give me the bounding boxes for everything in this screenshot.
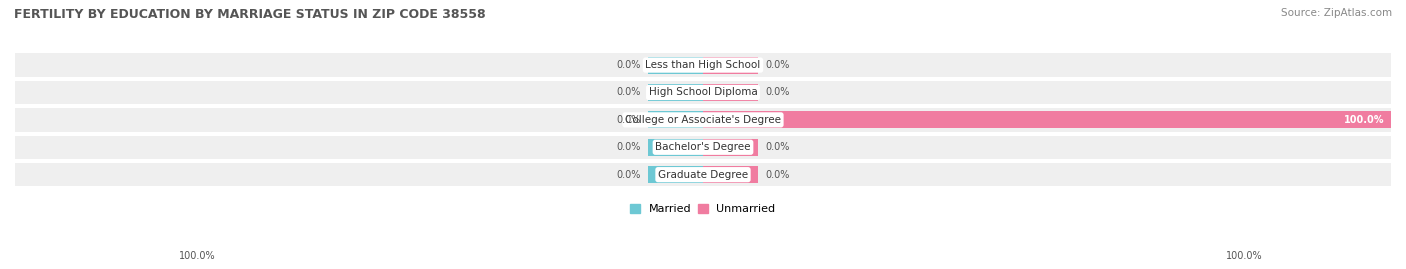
Text: Less than High School: Less than High School: [645, 60, 761, 70]
Text: 0.0%: 0.0%: [765, 170, 789, 180]
Bar: [648, 139, 703, 156]
Text: Source: ZipAtlas.com: Source: ZipAtlas.com: [1281, 8, 1392, 18]
Bar: [648, 56, 703, 74]
Text: 0.0%: 0.0%: [765, 142, 789, 152]
Bar: [703, 84, 758, 101]
Text: 100.0%: 100.0%: [1226, 251, 1263, 261]
Text: 100.0%: 100.0%: [179, 251, 215, 261]
Text: High School Diploma: High School Diploma: [648, 87, 758, 97]
Bar: [703, 166, 758, 183]
Bar: [648, 84, 703, 101]
Text: 0.0%: 0.0%: [765, 60, 789, 70]
Bar: [15, 163, 1391, 186]
Text: 0.0%: 0.0%: [617, 60, 641, 70]
Text: 0.0%: 0.0%: [617, 87, 641, 97]
Bar: [703, 111, 1391, 128]
Bar: [648, 166, 703, 183]
Bar: [648, 111, 703, 128]
Text: College or Associate's Degree: College or Associate's Degree: [626, 115, 780, 125]
Bar: [15, 136, 1391, 159]
Text: 0.0%: 0.0%: [617, 115, 641, 125]
Legend: Married, Unmarried: Married, Unmarried: [626, 200, 780, 219]
Text: 100.0%: 100.0%: [1344, 115, 1384, 125]
Text: 0.0%: 0.0%: [617, 170, 641, 180]
Bar: [15, 108, 1391, 132]
Bar: [703, 139, 758, 156]
Text: 0.0%: 0.0%: [617, 142, 641, 152]
Text: FERTILITY BY EDUCATION BY MARRIAGE STATUS IN ZIP CODE 38558: FERTILITY BY EDUCATION BY MARRIAGE STATU…: [14, 8, 485, 21]
Text: Bachelor's Degree: Bachelor's Degree: [655, 142, 751, 152]
Bar: [15, 54, 1391, 77]
Text: 0.0%: 0.0%: [765, 87, 789, 97]
Bar: [15, 81, 1391, 104]
Bar: [703, 56, 758, 74]
Text: Graduate Degree: Graduate Degree: [658, 170, 748, 180]
